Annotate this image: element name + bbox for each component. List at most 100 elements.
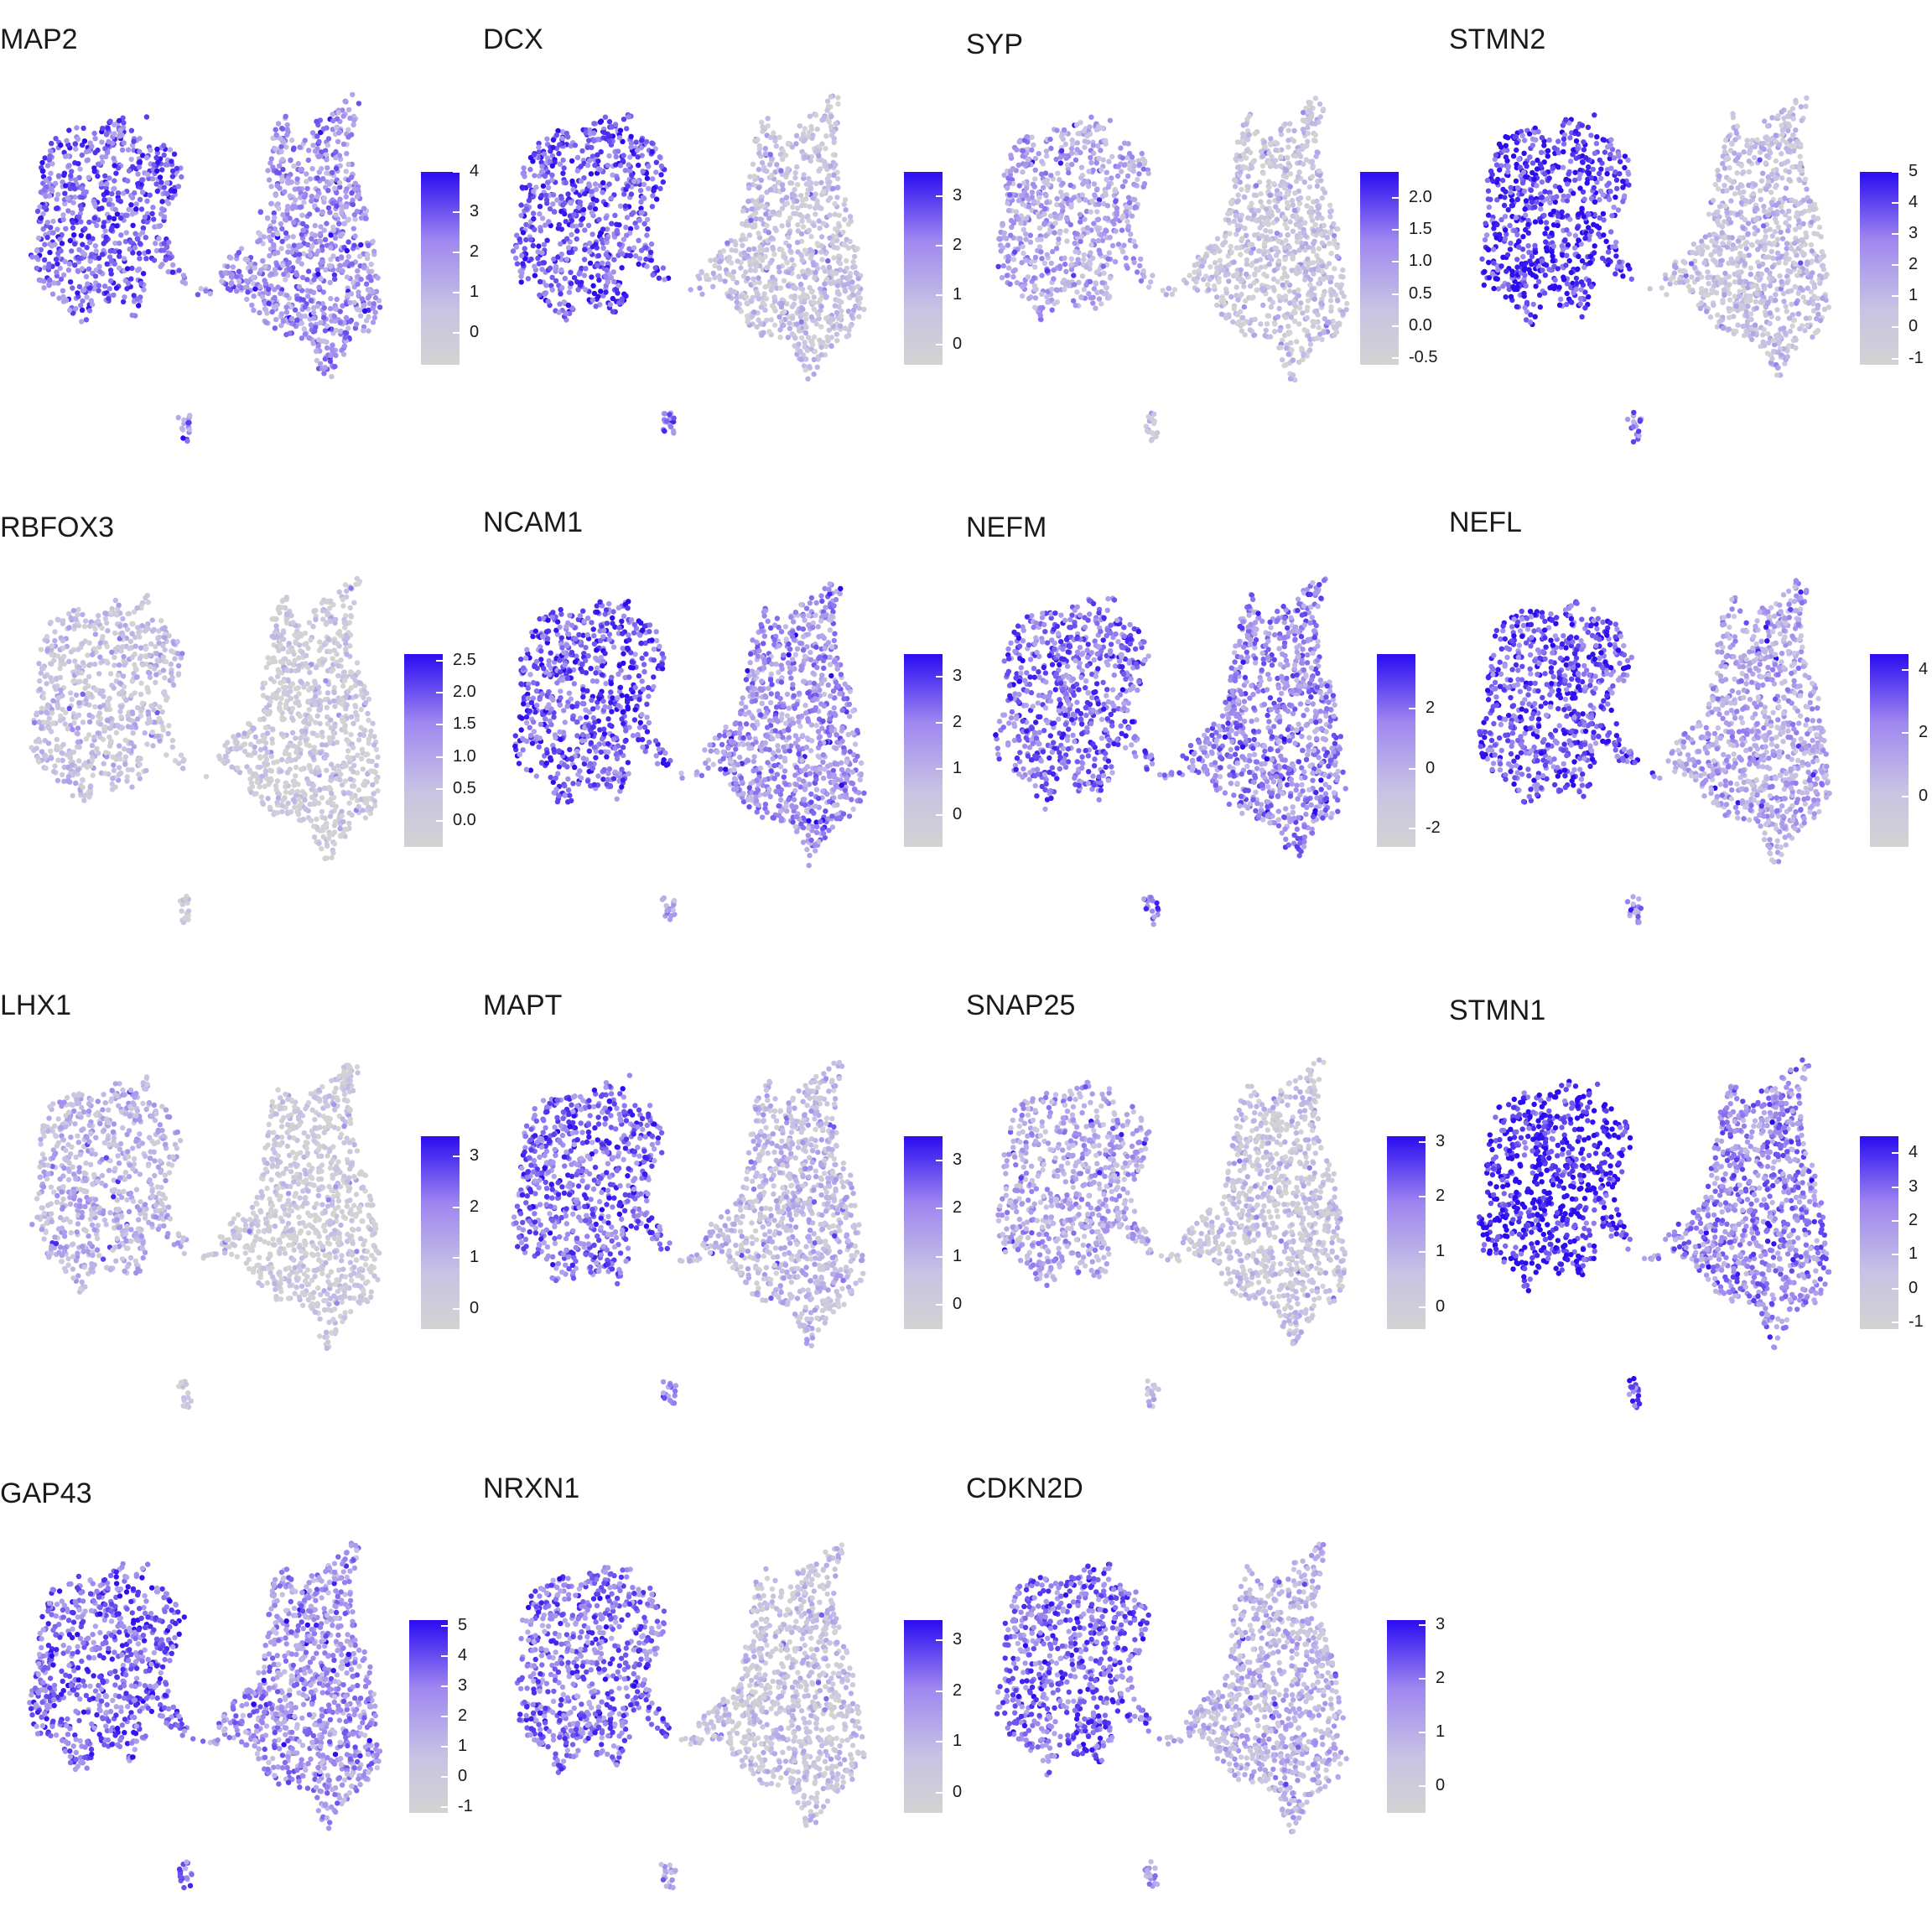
right-cluster-cell-point [262, 306, 269, 313]
left-cluster-cell-point [59, 241, 65, 247]
left-cluster-cell-point [55, 191, 61, 198]
colorbar-tick-mark [1392, 357, 1399, 360]
left-cluster-cell-point [1001, 235, 1007, 241]
left-cluster-cell-point [1078, 120, 1083, 126]
right-cluster-cell-point [1237, 245, 1244, 251]
left-cluster-cell-point [125, 147, 132, 153]
left-cluster-cell-point [621, 236, 626, 242]
left-cluster-cell-point [72, 141, 78, 147]
right-cluster-cell-point [804, 191, 810, 197]
left-cluster-cell-point [549, 177, 555, 183]
left-cluster-cell-point [1104, 203, 1111, 209]
right-cluster-cell-point [1233, 231, 1239, 237]
left-cluster-cell-point [1027, 239, 1034, 245]
right-cluster-cell-point [785, 222, 792, 228]
left-cluster-cell-point [1094, 216, 1100, 223]
right-cluster-cell-point [808, 314, 814, 320]
left-cluster-cell-point [636, 217, 642, 223]
left-cluster-cell-point [543, 222, 548, 228]
right-cluster-cell-point [347, 319, 353, 325]
left-cluster-cell-point [1128, 231, 1134, 237]
right-cluster-cell-point [688, 287, 693, 293]
right-cluster-cell-point [1321, 222, 1327, 229]
left-cluster-cell-point [549, 172, 555, 178]
right-cluster-cell-point [349, 190, 355, 196]
left-cluster-cell-point [112, 163, 117, 169]
right-cluster-cell-point [814, 241, 820, 247]
right-cluster-cell-point [338, 254, 345, 260]
right-cluster-cell-point [710, 270, 716, 277]
left-cluster-cell-point [1093, 280, 1098, 286]
left-cluster-cell-point [619, 265, 625, 271]
right-cluster-cell-point [850, 259, 856, 265]
colorbar-tick-mark [1392, 325, 1399, 327]
right-cluster-cell-point [1231, 218, 1238, 224]
left-cluster-cell-point [66, 261, 73, 267]
right-cluster-cell-point [1266, 179, 1272, 184]
right-cluster-cell-point [1275, 278, 1280, 285]
left-cluster-cell-point [113, 170, 119, 176]
right-cluster-cell-point [1259, 163, 1266, 169]
right-cluster-cell-point [846, 327, 852, 333]
left-cluster-cell-point [1005, 265, 1012, 271]
right-cluster-cell-point [754, 289, 760, 295]
right-cluster-cell-point [1212, 260, 1218, 266]
left-cluster-cell-point [1094, 186, 1100, 192]
right-cluster-cell-point [273, 146, 278, 152]
right-cluster-cell-point [1266, 150, 1272, 156]
right-cluster-cell-point [343, 314, 350, 321]
left-cluster-cell-point [70, 285, 75, 291]
left-cluster-cell-point [106, 175, 112, 181]
right-cluster-cell-point [807, 364, 813, 370]
right-cluster-cell-point [1281, 184, 1288, 191]
right-cluster-cell-point [356, 101, 362, 106]
right-cluster-cell-point [341, 343, 348, 349]
left-cluster-cell-point [1114, 211, 1119, 218]
left-cluster-cell-point [1048, 260, 1054, 267]
left-cluster-cell-point [86, 148, 92, 154]
left-cluster-cell-point [582, 247, 588, 252]
left-cluster-cell-point [1081, 287, 1088, 293]
left-cluster-cell-point [1020, 169, 1026, 175]
small-cluster-cell-point [1144, 428, 1150, 434]
right-cluster-cell-point [841, 242, 847, 247]
left-cluster-cell-point [549, 287, 555, 293]
right-cluster-cell-point [337, 309, 343, 314]
right-cluster-cell-point [758, 321, 764, 327]
left-cluster-cell-point [1075, 257, 1081, 262]
right-cluster-cell-point [345, 161, 351, 168]
right-cluster-cell-point [283, 304, 289, 310]
right-cluster-cell-point [1340, 267, 1346, 273]
right-cluster-cell-point [806, 175, 812, 182]
small-cluster-cell-point [667, 412, 673, 418]
right-cluster-cell-point [1320, 106, 1327, 112]
right-cluster-cell-point [1191, 276, 1197, 283]
right-cluster-cell-point [358, 242, 364, 248]
right-cluster-cell-point [1293, 153, 1299, 159]
right-cluster-cell-point [798, 238, 805, 244]
right-cluster-cell-point [1271, 267, 1277, 273]
right-cluster-cell-point [1258, 199, 1264, 205]
left-cluster-cell-point [995, 263, 1001, 270]
left-cluster-cell-point [1088, 250, 1093, 256]
left-cluster-cell-point [91, 130, 97, 137]
feature-plot-panel: MAP2 [0, 0, 483, 483]
left-cluster-cell-point [1139, 150, 1145, 157]
right-cluster-cell-point [745, 301, 750, 307]
left-cluster-cell-point [568, 269, 574, 275]
left-cluster-cell-point [1010, 257, 1017, 262]
left-cluster-cell-point [132, 190, 138, 196]
left-cluster-cell-point [46, 277, 53, 283]
left-cluster-cell-point [1022, 231, 1029, 237]
right-cluster-cell-point [724, 240, 730, 246]
right-cluster-cell-point [328, 295, 334, 302]
right-cluster-cell-point [1207, 277, 1213, 283]
left-cluster-cell-point [637, 188, 644, 194]
left-cluster-cell-point [563, 179, 569, 186]
left-cluster-cell-point [133, 206, 139, 212]
right-cluster-cell-point [1287, 219, 1293, 225]
right-cluster-cell-point [1316, 168, 1322, 174]
right-cluster-cell-point [338, 231, 344, 238]
right-cluster-cell-point [811, 300, 818, 306]
right-cluster-cell-point [1251, 192, 1258, 198]
